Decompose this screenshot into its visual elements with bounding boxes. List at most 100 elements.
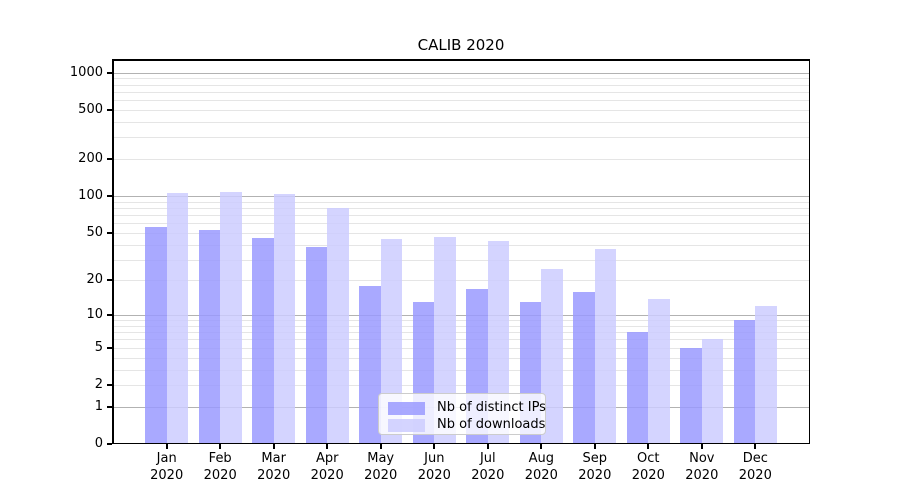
gridline-minor: [112, 207, 810, 209]
x-tick-mark: [486, 444, 489, 449]
y-tick-label: 5: [94, 339, 103, 355]
spine-right: [808, 59, 810, 444]
gridline-minor: [112, 201, 810, 203]
bar-downloads: [166, 192, 189, 444]
y-tick-mark: [107, 346, 112, 349]
x-tick-label: Mar 2020: [257, 451, 291, 483]
x-tick-mark: [540, 444, 543, 449]
spine-left: [112, 59, 114, 444]
gridline-minor: [112, 325, 810, 327]
x-tick-label: Oct 2020: [631, 451, 665, 483]
y-tick-label: 1: [94, 398, 103, 414]
spine-bottom: [112, 442, 810, 444]
y-tick-mark: [107, 443, 112, 445]
legend-item-downloads: Nb of downloads: [388, 418, 545, 432]
x-tick-mark: [647, 444, 650, 449]
x-tick-label: Sep 2020: [578, 451, 612, 483]
x-tick-mark: [433, 444, 436, 449]
gridline-minor: [112, 369, 810, 371]
legend-label-downloads: Nb of downloads: [437, 417, 546, 432]
legend-label-distinct-ips: Nb of distinct IPs: [437, 400, 546, 415]
y-tick-mark: [107, 405, 112, 408]
gridline-minor: [112, 109, 810, 111]
x-tick-label: Apr 2020: [310, 451, 344, 483]
legend-swatch-distinct-ips: [388, 401, 425, 415]
x-tick-label: Jun 2020: [417, 451, 451, 483]
y-tick-label: 10: [86, 307, 103, 323]
x-tick-label: Jan 2020: [150, 451, 184, 483]
legend: Nb of distinct IPs Nb of downloads: [378, 393, 546, 435]
bar-downloads: [541, 268, 563, 444]
y-tick-mark: [107, 108, 112, 111]
y-tick-label: 20: [86, 272, 103, 288]
gridline-minor: [112, 232, 810, 234]
bar-distinct-ips: [198, 229, 221, 444]
bar-downloads: [273, 193, 296, 444]
x-tick-mark: [754, 444, 757, 449]
bar-distinct-ips: [573, 291, 595, 444]
legend-swatch-downloads: [388, 418, 425, 432]
x-tick-mark: [593, 444, 596, 449]
gridline-minor: [112, 332, 810, 334]
y-tick-label: 100: [78, 188, 103, 203]
gridline-minor: [112, 347, 810, 349]
gridline-minor: [112, 385, 810, 386]
x-tick-mark: [165, 444, 168, 449]
gridline-minor: [112, 100, 810, 102]
gridline-minor: [112, 280, 810, 282]
x-tick-label: May 2020: [364, 451, 398, 483]
bar-downloads: [755, 306, 777, 444]
bar-downloads: [220, 192, 242, 444]
x-tick-label: Feb 2020: [203, 451, 237, 483]
y-tick-label: 500: [78, 101, 103, 117]
bar-downloads: [327, 207, 349, 444]
x-tick-label: Aug 2020: [524, 451, 558, 483]
bar-distinct-ips: [145, 226, 167, 444]
gridline-minor: [112, 84, 810, 86]
gridline-minor: [112, 259, 810, 261]
y-tick-mark: [107, 314, 112, 317]
chart-title: CALIB 2020: [417, 36, 505, 54]
bar-distinct-ips: [680, 347, 702, 444]
y-tick-mark: [107, 384, 112, 386]
x-tick-label: Dec 2020: [738, 451, 772, 483]
gridline-minor: [112, 214, 810, 216]
gridline-minor: [112, 357, 810, 359]
gridline-minor: [112, 78, 810, 80]
y-tick-mark: [107, 231, 112, 234]
gridline-minor: [112, 121, 810, 123]
gridline-minor: [112, 339, 810, 341]
bar-downloads: [380, 239, 403, 444]
y-tick-mark: [107, 279, 112, 282]
bar-distinct-ips: [305, 247, 328, 444]
x-tick-mark: [700, 444, 703, 449]
gridline-minor: [112, 244, 810, 246]
bar-distinct-ips: [252, 238, 274, 444]
x-tick-label: Jul 2020: [471, 451, 505, 483]
y-tick-label: 200: [78, 151, 103, 166]
plot-area: [112, 59, 810, 444]
legend-item-distinct-ips: Nb of distinct IPs: [388, 401, 546, 415]
gridline-minor: [112, 223, 810, 225]
x-tick-mark: [272, 444, 275, 449]
gridline-major: [112, 196, 810, 197]
gridline-minor: [112, 159, 810, 160]
bar-distinct-ips: [359, 285, 381, 444]
y-tick-mark: [107, 71, 112, 74]
bar-downloads: [434, 237, 456, 444]
bar-downloads: [648, 298, 670, 444]
bar-downloads: [701, 339, 724, 444]
gridline-minor: [112, 320, 810, 322]
bar-distinct-ips: [626, 332, 649, 444]
y-tick-mark: [107, 195, 112, 197]
gridline-major: [112, 72, 810, 74]
bar-downloads: [594, 248, 617, 444]
y-tick-label: 0: [94, 436, 103, 451]
x-tick-label: Nov 2020: [685, 451, 719, 483]
y-tick-label: 2: [94, 377, 103, 392]
x-tick-mark: [326, 444, 329, 449]
gridline-minor: [112, 91, 810, 93]
gridline-minor: [112, 137, 810, 139]
y-tick-label: 1000: [69, 64, 103, 80]
